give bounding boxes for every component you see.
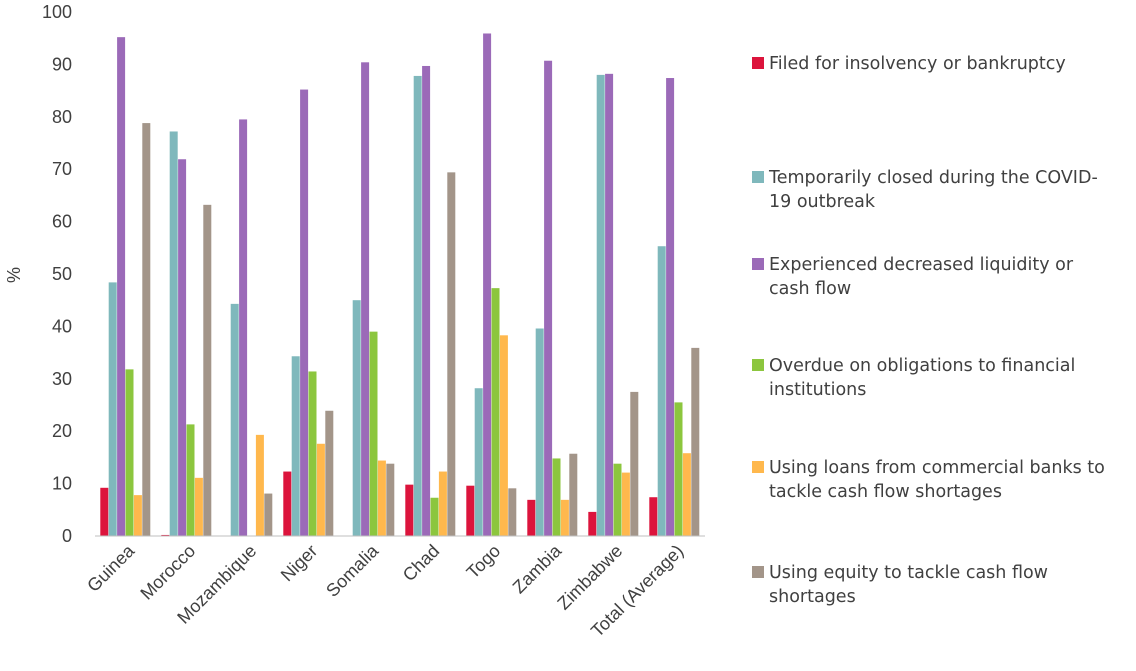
- bar: [230, 303, 239, 536]
- legend-swatch: [752, 171, 764, 183]
- bar: [264, 493, 273, 536]
- legend-label: 19 outbreak: [769, 192, 876, 212]
- legend-label: shortages: [769, 587, 856, 607]
- y-tick-label: 60: [52, 212, 72, 232]
- bar: [666, 78, 675, 537]
- bar: [605, 73, 614, 536]
- bar: [108, 282, 117, 536]
- y-tick-label: 80: [52, 107, 72, 127]
- bar: [161, 534, 170, 536]
- bar: [361, 62, 370, 536]
- bar: [117, 37, 126, 536]
- bar: [352, 300, 361, 536]
- bar: [544, 60, 553, 537]
- y-tick-label: 20: [52, 421, 72, 441]
- x-tick-label: Morocco: [136, 541, 199, 604]
- legend-label: Filed for insolvency or bankruptcy: [769, 54, 1066, 74]
- bar: [169, 131, 178, 537]
- bar: [308, 371, 317, 536]
- bar: [691, 347, 700, 536]
- bar: [552, 458, 561, 536]
- bar: [142, 123, 151, 536]
- bar: [560, 499, 569, 536]
- bar: [483, 33, 492, 536]
- bar: [613, 463, 622, 536]
- bar: [186, 424, 195, 536]
- bar: [377, 460, 386, 536]
- legend-label: Using equity to tackle cash flow: [769, 563, 1048, 583]
- y-axis-ticks: 0 10 20 30 40 50 60 70 80 90 100: [42, 2, 72, 546]
- bar: [596, 74, 605, 536]
- legend-label: tackle cash flow shortages: [769, 482, 1002, 502]
- bar: [125, 369, 134, 536]
- x-tick-label: Zambia: [509, 540, 566, 597]
- legend-swatch: [752, 57, 764, 69]
- bar: [682, 453, 691, 536]
- bar: [405, 484, 414, 536]
- legend-swatch: [752, 461, 764, 473]
- bar: [430, 497, 439, 536]
- bar: [621, 472, 630, 536]
- bar: [283, 471, 292, 536]
- x-tick-label: Chad: [399, 541, 444, 586]
- x-tick-label: Togo: [463, 541, 505, 583]
- x-tick-label: Somalia: [322, 540, 383, 601]
- legend-label: Overdue on obligations to financial: [769, 356, 1075, 376]
- bar: [316, 443, 325, 536]
- y-tick-label: 90: [52, 54, 72, 74]
- x-tick-label: Niger: [277, 541, 322, 586]
- bar: [630, 391, 639, 536]
- y-tick-label: 10: [52, 474, 72, 494]
- bar: [100, 487, 109, 536]
- bar: [447, 172, 456, 536]
- bar: [474, 388, 483, 536]
- bar: [499, 335, 508, 536]
- legend-label: Temporarily closed during the COVID-: [768, 168, 1098, 188]
- bar: [300, 89, 309, 536]
- bar: [369, 331, 378, 536]
- bar: [178, 159, 187, 536]
- bar: [527, 499, 536, 536]
- legend-label: Experienced decreased liquidity or: [769, 255, 1074, 275]
- legend-label: institutions: [769, 380, 866, 400]
- bar: [569, 453, 578, 536]
- legend-swatch: [752, 359, 764, 371]
- legend: Filed for insolvency or bankruptcy Tempor…: [752, 54, 1105, 607]
- bar: [413, 75, 422, 536]
- bar: [438, 471, 447, 536]
- bar: [386, 463, 395, 536]
- y-tick-label: 70: [52, 159, 72, 179]
- legend-label: cash flow: [769, 279, 851, 299]
- bar: [291, 356, 300, 536]
- y-tick-label: 40: [52, 316, 72, 336]
- bar: [255, 434, 264, 536]
- bar: [674, 402, 683, 536]
- y-tick-label: 0: [62, 526, 72, 546]
- bar: [239, 119, 248, 537]
- x-tick-label: Guinea: [83, 540, 139, 596]
- legend-swatch: [752, 566, 764, 578]
- bar: [535, 328, 544, 536]
- bar: [491, 288, 500, 536]
- y-tick-label: 100: [42, 2, 72, 22]
- bar: [508, 488, 517, 536]
- bar: [588, 511, 597, 536]
- legend-swatch: [752, 258, 764, 270]
- y-axis-label: %: [4, 267, 24, 283]
- legend-label: Using loans from commercial banks to: [769, 458, 1105, 478]
- bar: [203, 204, 212, 536]
- bar: [422, 65, 431, 537]
- bar: [133, 495, 142, 536]
- bar: [194, 477, 203, 536]
- bar: [466, 485, 475, 536]
- bars: [100, 33, 700, 537]
- y-tick-label: 30: [52, 369, 72, 389]
- bar: [325, 410, 334, 536]
- bar: [649, 497, 658, 536]
- bar: [657, 246, 666, 536]
- y-tick-label: 50: [52, 264, 72, 284]
